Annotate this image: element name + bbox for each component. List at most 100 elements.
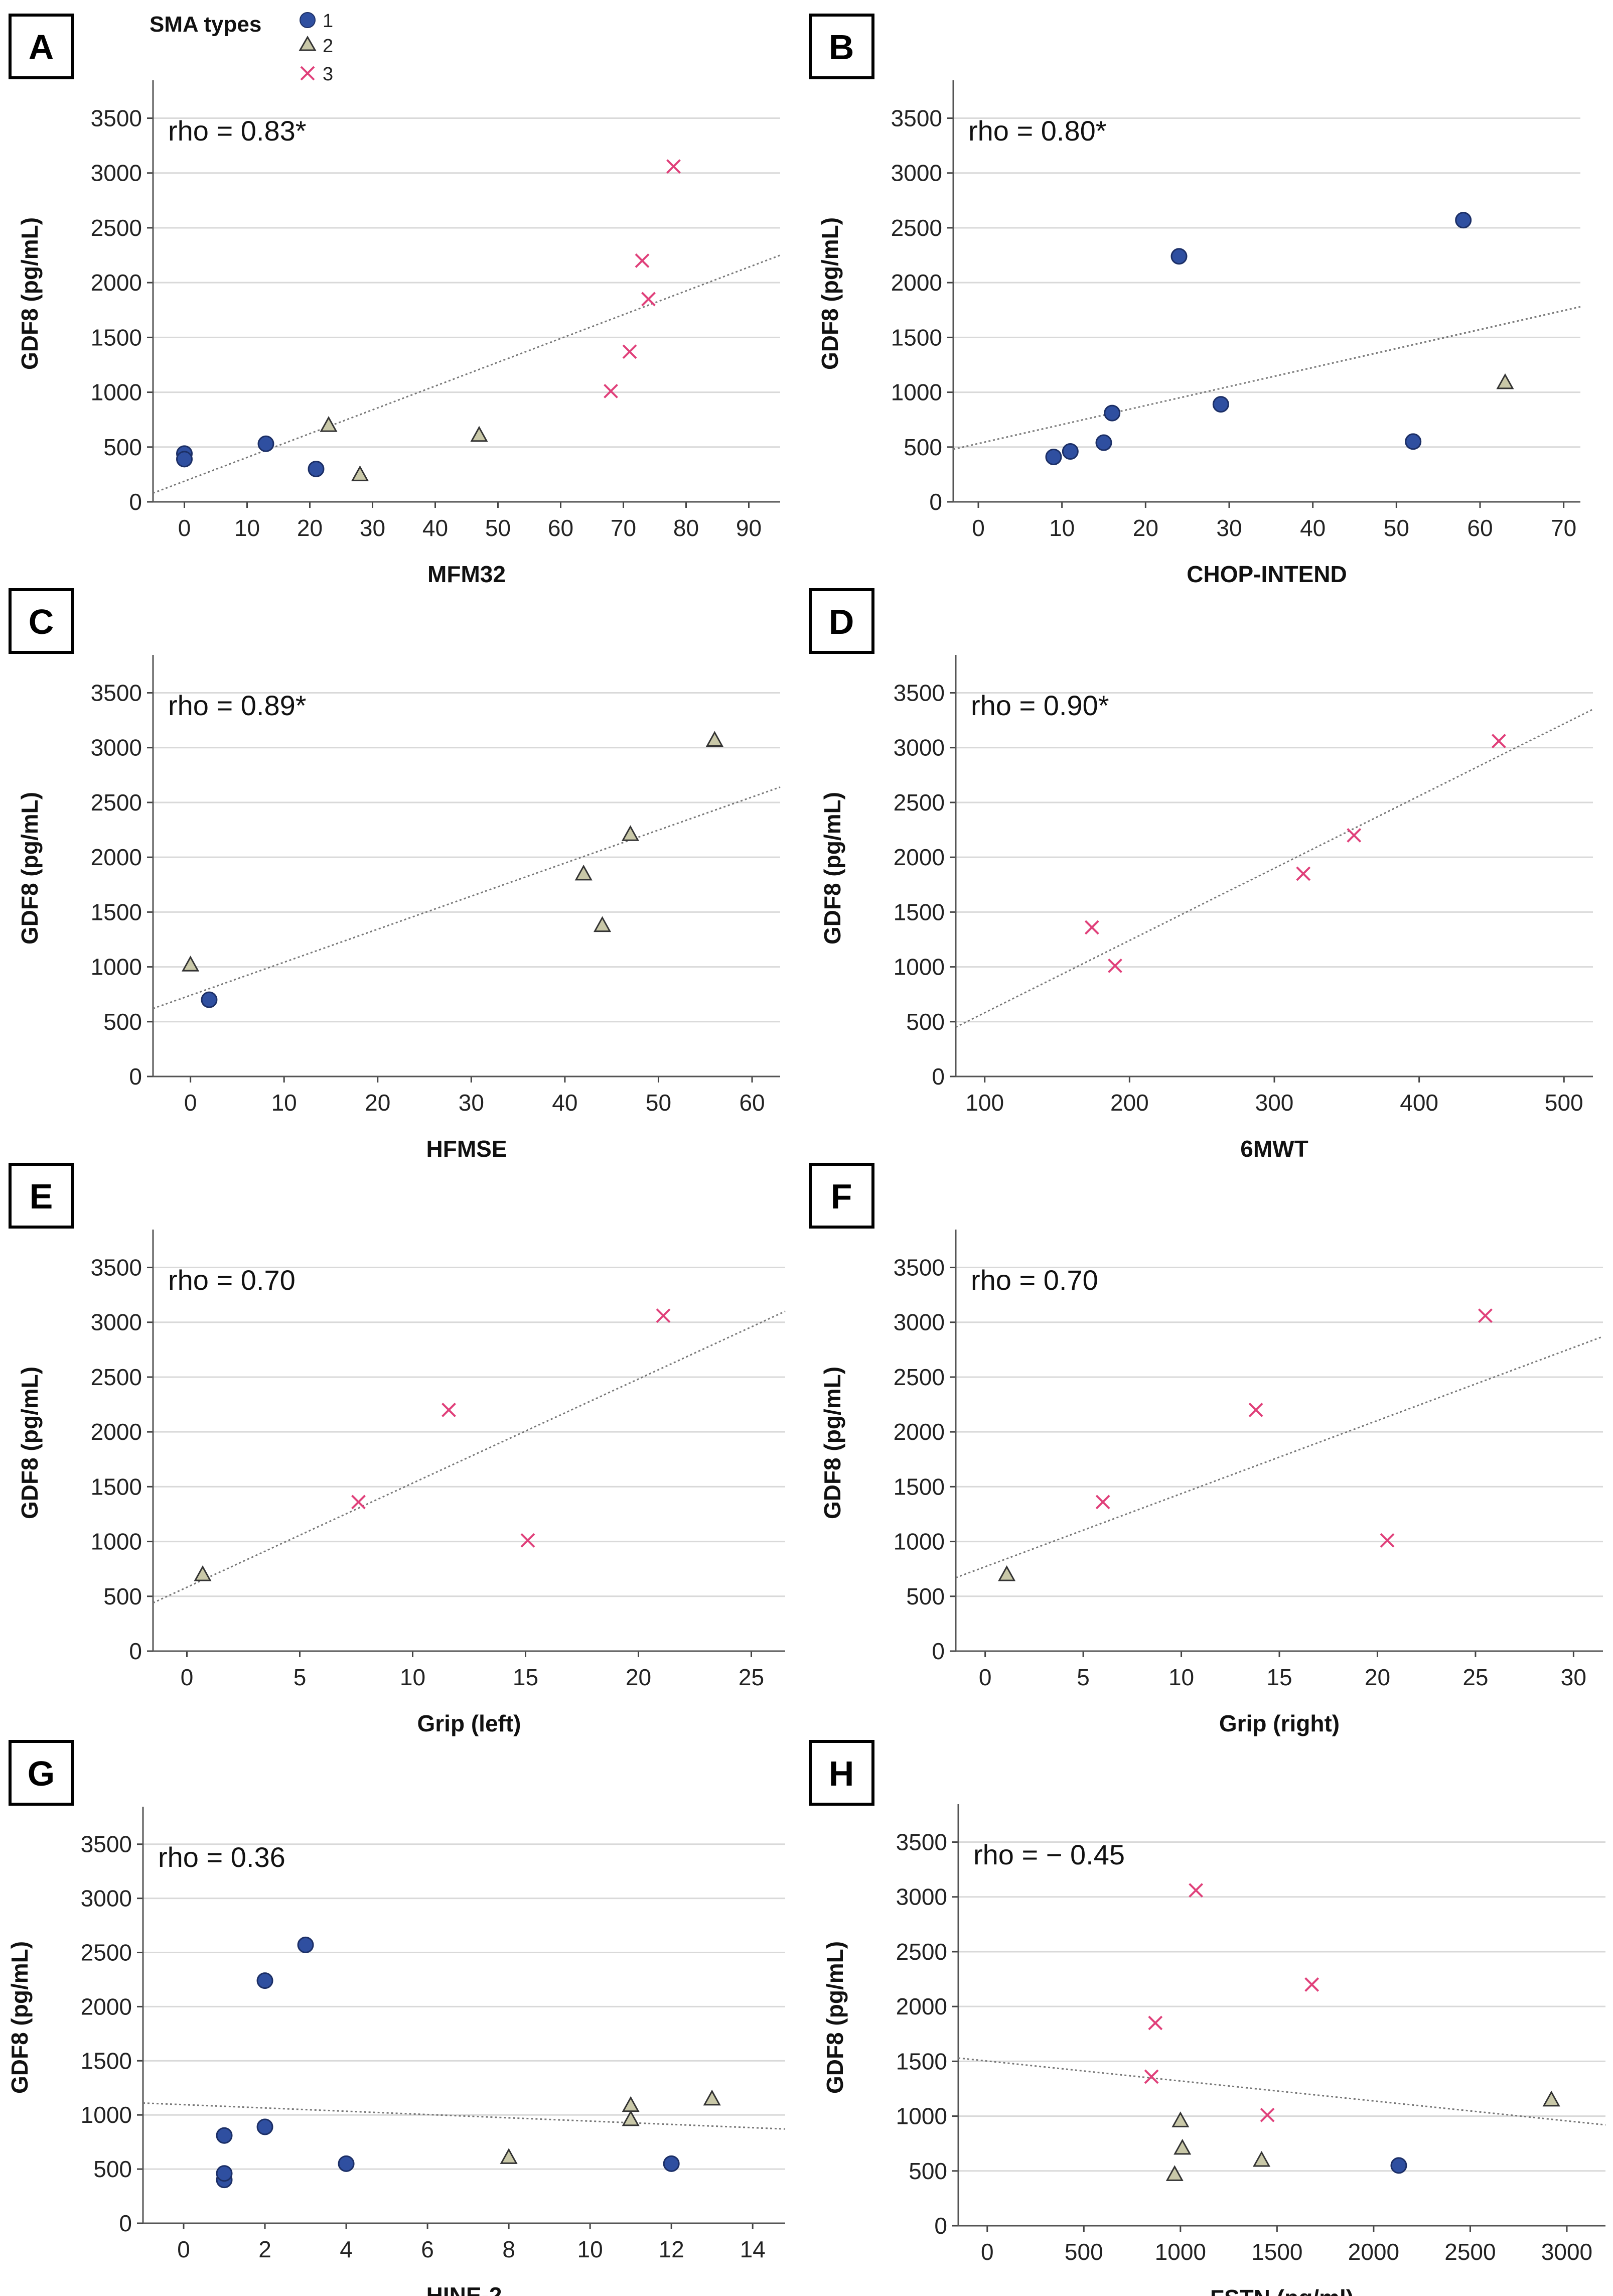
- y-tick-label: 2500: [91, 789, 142, 816]
- panel-label: C: [29, 602, 54, 641]
- x-tick-label: 70: [611, 515, 636, 541]
- panel-label: G: [28, 1754, 55, 1793]
- x-tick-label: 15: [513, 1664, 538, 1690]
- y-tick-label: 3000: [891, 160, 942, 186]
- sma-types-legend: SMA types 1 2 3: [150, 11, 333, 85]
- y-tick-label: 2000: [91, 844, 142, 870]
- fit-line: [955, 708, 1593, 1028]
- x-tick-label: 200: [1110, 1090, 1149, 1116]
- data-point-type2: [500, 2148, 518, 2164]
- rho-annotation: rho = 0.90*: [971, 690, 1109, 721]
- x-tick-label: 20: [297, 515, 323, 541]
- data-point-type2: [1174, 2138, 1192, 2155]
- fit-line: [153, 1310, 786, 1604]
- x-tick-label: 80: [673, 515, 699, 541]
- panel-label-box: [809, 588, 874, 654]
- fit-line: [153, 786, 781, 1009]
- x-tick-label: 60: [739, 1090, 765, 1116]
- x-tick-label: 14: [740, 2236, 766, 2262]
- x-tick-label: 0: [979, 1664, 992, 1690]
- data-point-type3: [1304, 1977, 1319, 1992]
- x-tick-label: 90: [736, 515, 762, 541]
- data-point-type2: [351, 465, 369, 481]
- x-tick-label: 0: [178, 515, 191, 541]
- y-axis-label: GDF8 (pg/mL): [7, 1941, 33, 2094]
- y-tick-label: 3500: [91, 105, 142, 131]
- x-tick-label: 0: [177, 2236, 190, 2262]
- rho-annotation: rho = 0.36: [158, 1841, 285, 1873]
- data-point-type1: [176, 451, 193, 468]
- panel-label-box: [9, 14, 74, 79]
- data-point-type2: [622, 2110, 640, 2126]
- x-tick-label: 20: [365, 1090, 390, 1116]
- x-tick-label: 50: [485, 515, 511, 541]
- x-tick-label: 0: [981, 2239, 994, 2265]
- data-point-type3: [1108, 958, 1122, 973]
- x-tick-label: 100: [965, 1090, 1004, 1116]
- y-tick-label: 1500: [891, 324, 942, 350]
- x-tick-label: 10: [400, 1664, 425, 1690]
- panel-label: E: [30, 1177, 53, 1216]
- y-tick-label: 1500: [91, 1473, 142, 1500]
- y-tick-label: 2500: [91, 1364, 142, 1390]
- rho-annotation: rho = 0.83*: [168, 115, 307, 147]
- data-point-type3: [1084, 920, 1099, 935]
- x-axis-label: FSTN (pg/ml): [1210, 2285, 1354, 2296]
- fit-line: [142, 2102, 786, 2130]
- y-tick-label: 3500: [91, 680, 142, 706]
- y-tick-label: 0: [129, 489, 142, 515]
- x-axis-label: Grip (right): [1219, 1710, 1340, 1736]
- data-point-type3: [1478, 1308, 1493, 1323]
- legend-type3-marker: [300, 66, 315, 81]
- data-point-type3: [1095, 1495, 1110, 1510]
- y-tick-label: 1000: [81, 2102, 132, 2128]
- x-tick-label: 3000: [1541, 2239, 1592, 2265]
- y-tick-label: 3500: [894, 680, 945, 706]
- x-tick-label: 60: [1467, 515, 1493, 541]
- y-tick-label: 2500: [894, 789, 945, 816]
- x-tick-label: 1500: [1251, 2239, 1302, 2265]
- y-tick-label: 1500: [896, 2048, 947, 2074]
- fit-line: [153, 254, 781, 494]
- panel-label: D: [829, 602, 854, 641]
- y-tick-label: 3500: [894, 1255, 945, 1281]
- data-point-type3: [1260, 2107, 1275, 2122]
- data-point-type3: [635, 253, 650, 268]
- panel-label: H: [829, 1754, 854, 1793]
- data-point-type2: [1171, 2111, 1190, 2127]
- data-point-type2: [1165, 2165, 1184, 2181]
- panel-label-box: [809, 1163, 874, 1229]
- data-point-type3: [666, 159, 681, 174]
- data-point-type1: [201, 991, 218, 1008]
- fit-line: [953, 306, 1581, 450]
- x-axis-label: 6MWT: [1240, 1136, 1308, 1162]
- data-point-type3: [622, 344, 637, 359]
- y-tick-label: 500: [103, 1583, 142, 1609]
- y-tick-label: 1000: [91, 1529, 142, 1555]
- rho-annotation: rho = − 0.45: [973, 1839, 1125, 1870]
- x-tick-label: 60: [548, 515, 573, 541]
- y-tick-label: 2000: [896, 1993, 947, 2019]
- data-point-type3: [1189, 1883, 1204, 1898]
- data-point-type1: [1405, 433, 1422, 450]
- x-tick-label: 8: [502, 2236, 515, 2262]
- y-tick-label: 1000: [894, 954, 945, 980]
- x-tick-label: 12: [659, 2236, 684, 2262]
- x-tick-label: 50: [1384, 515, 1409, 541]
- rho-annotation: rho = 0.70: [168, 1264, 296, 1296]
- data-point-type1: [308, 460, 325, 477]
- data-point-type1: [1170, 248, 1188, 265]
- y-tick-label: 1000: [894, 1529, 945, 1555]
- y-axis-label: GDF8 (pg/mL): [822, 1941, 848, 2094]
- data-point-type2: [1253, 2150, 1271, 2167]
- data-point-type1: [1045, 448, 1062, 465]
- data-point-type3: [641, 292, 656, 307]
- x-axis-label: HFMSE: [426, 1136, 507, 1162]
- y-axis-label: GDF8 (pg/mL): [17, 217, 43, 370]
- panel-a: A 0 500 1000 1500 2000 2500 3000 3500 0 10 20 30 40 50…: [9, 14, 781, 587]
- panel-label-box: [9, 1740, 74, 1806]
- y-axis-label: GDF8 (pg/mL): [819, 792, 845, 944]
- y-tick-label: 0: [129, 1638, 142, 1664]
- x-tick-label: 10: [1049, 515, 1075, 541]
- y-tick-label: 2500: [81, 1940, 132, 1966]
